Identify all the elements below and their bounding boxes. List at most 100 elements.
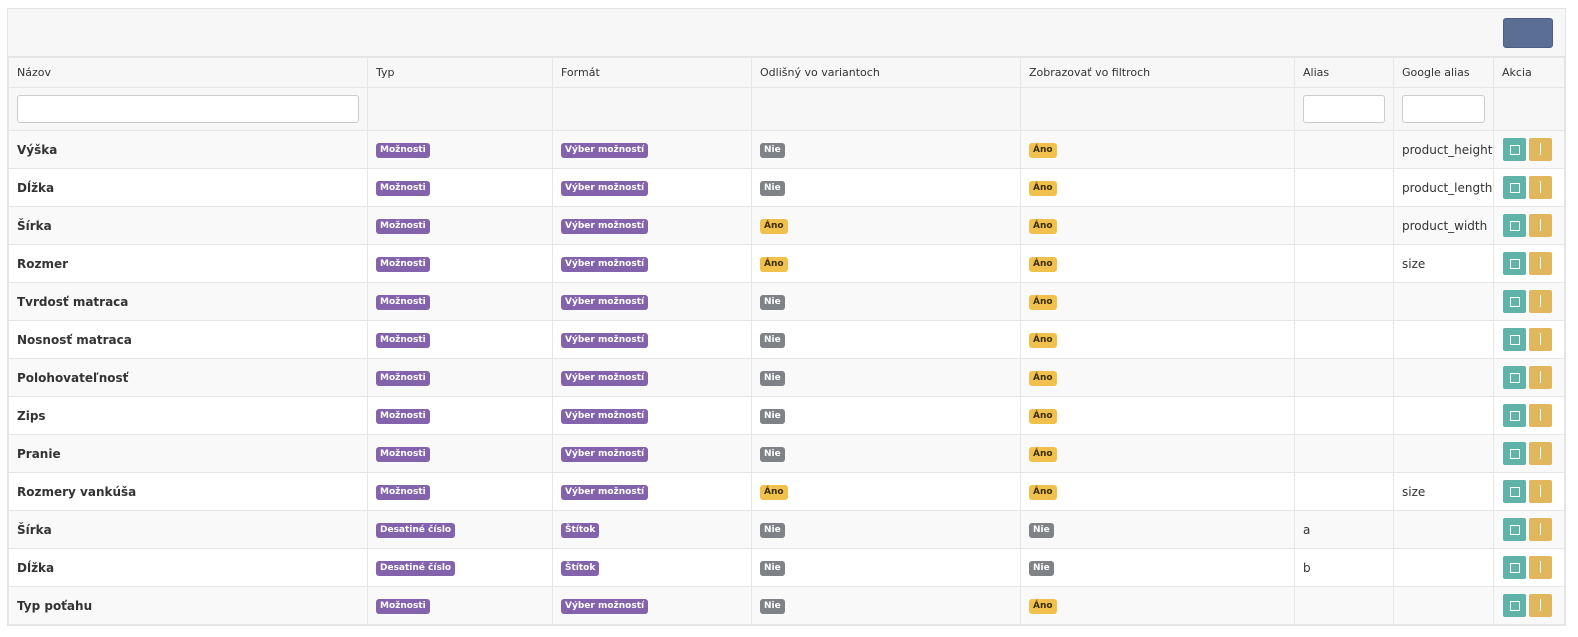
edit-button[interactable] [1503, 594, 1526, 617]
type-cell: Možnosti [367, 320, 553, 359]
badge: Výber možností [561, 408, 649, 424]
badge: Nie [760, 560, 785, 576]
edit-button[interactable] [1503, 214, 1526, 237]
badge: Áno [760, 218, 788, 234]
format-cell: Štítok [552, 548, 752, 587]
row: Tvrdosť matraca Možnosti Výber možností Nie… [8, 282, 1565, 321]
google-alias-cell [1393, 510, 1494, 549]
type-cell: Možnosti [367, 396, 553, 435]
edit-button[interactable] [1503, 290, 1526, 313]
action-cell [1493, 244, 1565, 283]
alias-cell [1294, 206, 1394, 245]
edit-button[interactable] [1503, 366, 1526, 389]
badge: Výber možností [561, 142, 649, 158]
name-cell: Šírka [8, 510, 368, 549]
sort-button[interactable] [1529, 366, 1552, 389]
row: Dĺžka Desatiné číslo Štítok Nie Nie b [8, 548, 1565, 587]
badge: Nie [760, 446, 785, 462]
name-cell: Typ poťahu [8, 586, 368, 625]
sort-button[interactable] [1529, 518, 1552, 541]
edit-button[interactable] [1503, 138, 1526, 161]
badge: Nie [760, 180, 785, 196]
filter-cell: Áno [1020, 206, 1295, 245]
format-cell: Výber možností [552, 358, 752, 397]
filter-cell: Áno [1020, 130, 1295, 169]
variant-cell: Nie [751, 396, 1021, 435]
variant-cell: Nie [751, 320, 1021, 359]
format-cell: Výber možností [552, 320, 752, 359]
alias-cell [1294, 130, 1394, 169]
sort-button[interactable] [1529, 328, 1552, 351]
edit-button[interactable] [1503, 518, 1526, 541]
type-cell: Možnosti [367, 434, 553, 473]
name-cell: Šírka [8, 206, 368, 245]
column-header: Odlišný vo variantoch [751, 57, 1021, 88]
action-cell [1493, 586, 1565, 625]
row: Šírka Desatiné číslo Štítok Nie Nie a [8, 510, 1565, 549]
action-cell [1493, 548, 1565, 587]
type-cell: Možnosti [367, 130, 553, 169]
google-alias-cell [1393, 548, 1494, 587]
sort-button[interactable] [1529, 252, 1552, 275]
edit-button[interactable] [1503, 328, 1526, 351]
filter-input[interactable] [1303, 95, 1385, 123]
edit-button[interactable] [1503, 176, 1526, 199]
badge: Áno [1029, 256, 1057, 272]
action-cell [1493, 130, 1565, 169]
sort-button[interactable] [1529, 480, 1552, 503]
alias-cell [1294, 320, 1394, 359]
variant-cell: Nie [751, 130, 1021, 169]
filter-input[interactable] [17, 95, 359, 123]
badge: Výber možností [561, 332, 649, 348]
filter-input[interactable] [1402, 95, 1485, 123]
badge: Áno [1029, 446, 1057, 462]
sort-button[interactable] [1529, 138, 1552, 161]
google-alias-cell [1393, 396, 1494, 435]
name-cell: Pranie [8, 434, 368, 473]
filter-cell [1020, 87, 1295, 131]
action-cell [1493, 396, 1565, 435]
badge: Desatiné číslo [376, 522, 456, 538]
alias: b [1303, 560, 1311, 575]
type-cell: Možnosti [367, 168, 553, 207]
column-header: Alias [1294, 57, 1394, 88]
name-cell: Rozmer [8, 244, 368, 283]
edit-button[interactable] [1503, 404, 1526, 427]
filter-cell: Áno [1020, 320, 1295, 359]
action-cell [1493, 206, 1565, 245]
badge: Možnosti [376, 294, 430, 310]
sort-button[interactable] [1529, 556, 1552, 579]
variant-cell: Nie [751, 282, 1021, 321]
sort-button[interactable] [1529, 442, 1552, 465]
sort-button[interactable] [1529, 594, 1552, 617]
sort-button[interactable] [1529, 214, 1552, 237]
sort-button[interactable] [1529, 176, 1552, 199]
edit-button[interactable] [1503, 252, 1526, 275]
format-cell: Výber možností [552, 586, 752, 625]
edit-button[interactable] [1503, 442, 1526, 465]
action-cell [1493, 168, 1565, 207]
variant-cell: Nie [751, 434, 1021, 473]
badge: Výber možností [561, 294, 649, 310]
badge: Výber možností [561, 598, 649, 614]
settings-button[interactable] [1503, 18, 1553, 48]
type-cell: Možnosti [367, 244, 553, 283]
alias-cell [1294, 244, 1394, 283]
alias-cell [1294, 434, 1394, 473]
sort-button[interactable] [1529, 290, 1552, 313]
alias-cell [1294, 358, 1394, 397]
sort-button[interactable] [1529, 404, 1552, 427]
action-cell [1493, 282, 1565, 321]
edit-button[interactable] [1503, 556, 1526, 579]
action-cell [1493, 472, 1565, 511]
badge: Výber možností [561, 218, 649, 234]
column-header: Google alias [1393, 57, 1494, 88]
alias-cell: b [1294, 548, 1394, 587]
badge: Možnosti [376, 332, 430, 348]
edit-button[interactable] [1503, 480, 1526, 503]
google-alias-cell [1393, 358, 1494, 397]
format-cell: Výber možností [552, 168, 752, 207]
badge: Nie [760, 598, 785, 614]
table-head: Názov Typ Formát Odlišný vo variantoch Zobra… [8, 57, 1565, 131]
